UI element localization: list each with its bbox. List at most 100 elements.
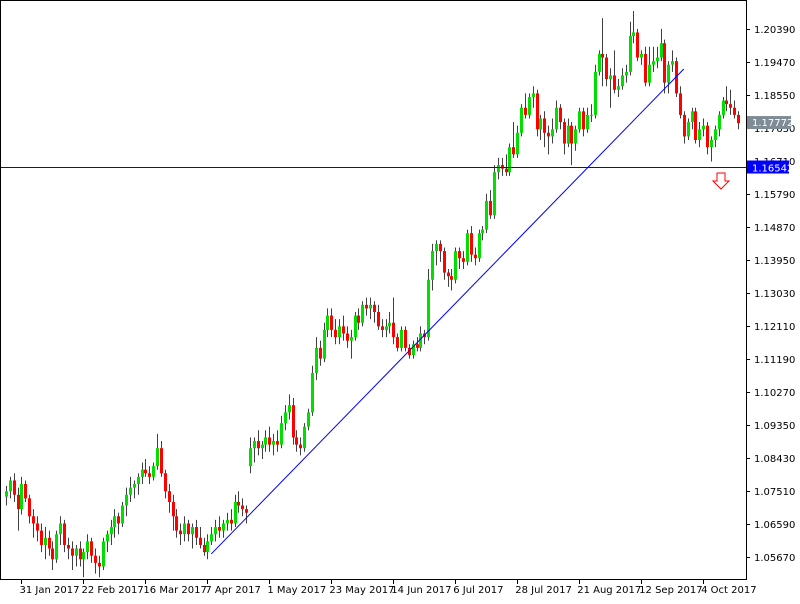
candle-bullish <box>567 125 570 144</box>
candle-bearish <box>199 537 202 545</box>
candle-bearish <box>237 501 240 506</box>
candle-bullish <box>574 129 577 144</box>
time-tick-label: 12 Sep 2017 <box>639 585 702 596</box>
candle-bearish <box>357 315 360 323</box>
price-tick-label: 1.15790 <box>754 190 795 201</box>
candle-bullish <box>551 129 554 137</box>
sell-arrow-icon[interactable] <box>711 172 731 190</box>
candle-bearish <box>470 233 473 255</box>
candle-bearish <box>179 530 182 535</box>
candle-bearish <box>319 347 322 359</box>
candle-bullish <box>485 200 488 230</box>
candle-bullish <box>20 484 23 510</box>
candle-bearish <box>377 312 380 327</box>
candle-bullish <box>288 405 291 413</box>
support-price-tag <box>747 160 789 174</box>
time-tick-label: 6 Jul 2017 <box>453 585 503 596</box>
candle-bearish <box>330 315 333 330</box>
candle-bearish <box>706 125 709 148</box>
candle-bearish <box>342 326 345 334</box>
candle-bullish <box>75 548 78 556</box>
candle-bearish <box>117 516 120 524</box>
candle-bullish <box>307 412 310 427</box>
drawing-objects[interactable] <box>0 68 746 555</box>
candle-bullish <box>338 326 341 338</box>
candle-bearish <box>547 132 550 137</box>
price-tick-label: 1.06590 <box>754 520 795 531</box>
candle-bullish <box>284 412 287 424</box>
price-tick-label: 1.09350 <box>754 421 795 432</box>
candle-bearish <box>725 100 728 105</box>
candle-bearish <box>733 107 736 115</box>
candle-bearish <box>32 516 35 524</box>
candle-bearish <box>28 498 31 517</box>
candle-bearish <box>276 441 279 445</box>
candle-bullish <box>419 333 422 348</box>
candle-bearish <box>563 122 566 144</box>
candle-bearish <box>663 43 666 83</box>
price-tick-label: 1.10270 <box>754 388 795 399</box>
candle-bearish <box>334 329 337 338</box>
candle-bullish <box>249 448 252 467</box>
candle-bearish <box>439 243 442 252</box>
candle-bearish <box>241 505 244 510</box>
candle-bearish <box>94 555 97 563</box>
candle-bearish <box>346 333 349 341</box>
candle-bullish <box>427 279 430 338</box>
candle-bullish <box>400 329 403 348</box>
candle-bearish <box>524 107 527 115</box>
candle-bullish <box>183 523 186 535</box>
time-tick-label: 14 Jun 2017 <box>391 585 451 596</box>
candle-bearish <box>295 437 298 445</box>
candle-bearish <box>489 200 492 216</box>
candle-bearish <box>292 405 295 438</box>
candle-bullish <box>5 491 8 497</box>
trendline[interactable] <box>210 68 685 555</box>
candle-bullish <box>152 466 155 477</box>
candle-bearish <box>148 473 151 477</box>
candle-bullish <box>617 86 620 90</box>
candle-bearish <box>24 484 27 499</box>
candle-bullish <box>722 100 725 115</box>
price-tick-label: 1.07510 <box>754 487 795 498</box>
candle-bullish <box>594 71 597 115</box>
candle-bullish <box>640 53 643 58</box>
time-tick-label: 4 Oct 2017 <box>701 585 756 596</box>
candle-bearish <box>683 114 686 137</box>
candle-bearish <box>408 347 411 356</box>
candle-bullish <box>121 505 124 524</box>
candle-bearish <box>187 523 190 535</box>
candle-bearish <box>299 444 302 449</box>
candle-bullish <box>532 93 535 97</box>
price-tags: 1.17772 1.16542 <box>747 116 793 175</box>
candle-bullish <box>261 444 264 449</box>
candle-bullish <box>497 165 500 173</box>
price-tick-label: 1.13950 <box>754 256 795 267</box>
candle-bearish <box>98 562 101 567</box>
candle-bullish <box>82 552 85 560</box>
candle-bullish <box>326 315 329 330</box>
candle-bullish <box>55 534 58 560</box>
candle-bearish <box>737 114 740 124</box>
candle-bearish <box>51 548 54 560</box>
candle-bearish <box>570 125 573 144</box>
candle-bullish <box>454 251 457 280</box>
candle-bullish <box>141 469 144 477</box>
candle-bullish <box>687 122 690 137</box>
candle-bullish <box>133 484 136 488</box>
candle-bearish <box>230 519 233 524</box>
candle-bearish <box>450 276 453 280</box>
candle-bullish <box>520 107 523 133</box>
candle-bullish <box>691 111 694 123</box>
candle-bearish <box>268 437 271 445</box>
candle-bullish <box>508 147 511 173</box>
candle-bearish <box>501 165 504 169</box>
candle-bullish <box>125 494 128 506</box>
candle-bearish <box>462 258 465 262</box>
candle-bullish <box>435 243 438 252</box>
candle-bearish <box>365 304 368 309</box>
candle-bullish <box>555 107 558 130</box>
candle-bearish <box>67 544 70 549</box>
